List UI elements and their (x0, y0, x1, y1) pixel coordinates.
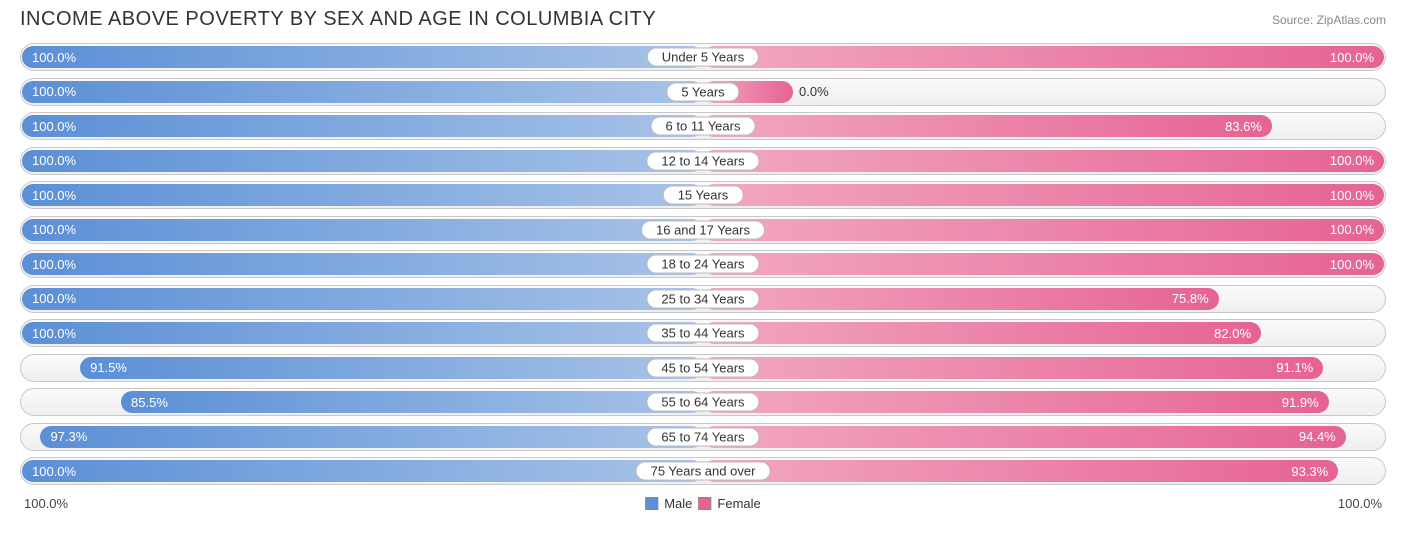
category-label: 75 Years and over (636, 462, 771, 481)
male-bar: 97.3% (40, 426, 703, 448)
chart-row: 100.0% 82.0% 35 to 44 Years (20, 319, 1386, 347)
axis-row: 100.0% Male Female 100.0% (0, 492, 1406, 511)
chart-area: 100.0% 100.0% Under 5 Years 100.0% 0.0% 5 Yea… (0, 43, 1406, 485)
male-bar: 100.0% (22, 288, 703, 310)
chart-row: 100.0% 75.8% 25 to 34 Years (20, 285, 1386, 313)
male-value-label: 100.0% (32, 326, 76, 341)
male-value-label: 100.0% (32, 119, 76, 134)
female-value-label: 91.1% (1276, 360, 1313, 375)
female-value-label: 82.0% (1214, 326, 1251, 341)
male-value-label: 100.0% (32, 50, 76, 65)
male-value-label: 100.0% (32, 84, 76, 99)
chart-title: INCOME ABOVE POVERTY BY SEX AND AGE IN C… (20, 8, 656, 31)
legend: Male Female (645, 496, 761, 511)
female-bar: 100.0% (703, 46, 1384, 68)
category-label: 65 to 74 Years (646, 427, 759, 446)
source-attribution: Source: ZipAtlas.com (1272, 13, 1386, 27)
category-label: 45 to 54 Years (646, 358, 759, 377)
female-bar: 93.3% (703, 460, 1338, 482)
female-bar: 100.0% (703, 184, 1384, 206)
chart-row: 100.0% 93.3% 75 Years and over (20, 457, 1386, 485)
category-label: 16 and 17 Years (641, 220, 765, 239)
chart-row: 100.0% 100.0% 18 to 24 Years (20, 250, 1386, 278)
legend-swatch-female (698, 497, 711, 510)
female-value-label: 100.0% (1330, 257, 1374, 272)
category-label: 25 to 34 Years (646, 289, 759, 308)
male-bar: 100.0% (22, 184, 703, 206)
female-bar: 91.1% (703, 357, 1323, 379)
female-bar: 94.4% (703, 426, 1346, 448)
category-label: 12 to 14 Years (646, 151, 759, 170)
male-bar: 100.0% (22, 219, 703, 241)
female-bar: 100.0% (703, 150, 1384, 172)
male-bar: 85.5% (121, 391, 703, 413)
chart-row: 100.0% 100.0% 15 Years (20, 181, 1386, 209)
category-label: 18 to 24 Years (646, 255, 759, 274)
female-value-label: 91.9% (1282, 395, 1319, 410)
female-bar: 82.0% (703, 322, 1261, 344)
female-bar: 83.6% (703, 115, 1272, 137)
female-bar: 100.0% (703, 253, 1384, 275)
category-label: Under 5 Years (647, 48, 759, 67)
female-bar: 91.9% (703, 391, 1329, 413)
male-value-label: 100.0% (32, 188, 76, 203)
male-value-label: 100.0% (32, 291, 76, 306)
category-label: 55 to 64 Years (646, 393, 759, 412)
male-value-label: 100.0% (32, 257, 76, 272)
female-value-label: 100.0% (1330, 50, 1374, 65)
male-value-label: 100.0% (32, 222, 76, 237)
female-value-label: 0.0% (799, 84, 829, 99)
female-value-label: 93.3% (1291, 464, 1328, 479)
chart-row: 100.0% 0.0% 5 Years (20, 78, 1386, 106)
category-label: 6 to 11 Years (651, 117, 756, 136)
chart-row: 100.0% 100.0% 12 to 14 Years (20, 147, 1386, 175)
category-label: 5 Years (666, 82, 739, 101)
female-value-label: 100.0% (1330, 222, 1374, 237)
male-bar: 100.0% (22, 150, 703, 172)
category-label: 15 Years (663, 186, 744, 205)
chart-row: 91.5% 91.1% 45 to 54 Years (20, 354, 1386, 382)
male-bar: 100.0% (22, 115, 703, 137)
chart-row: 100.0% 100.0% 16 and 17 Years (20, 216, 1386, 244)
chart-row: 85.5% 91.9% 55 to 64 Years (20, 388, 1386, 416)
legend-label-female: Female (717, 496, 760, 511)
male-value-label: 91.5% (90, 360, 127, 375)
category-label: 35 to 44 Years (646, 324, 759, 343)
axis-right-label: 100.0% (1338, 496, 1382, 511)
female-value-label: 83.6% (1225, 119, 1262, 134)
chart-row: 100.0% 83.6% 6 to 11 Years (20, 112, 1386, 140)
female-value-label: 100.0% (1330, 188, 1374, 203)
male-value-label: 97.3% (50, 429, 87, 444)
axis-left-label: 100.0% (24, 496, 68, 511)
female-value-label: 75.8% (1172, 291, 1209, 306)
chart-row: 100.0% 100.0% Under 5 Years (20, 43, 1386, 71)
male-bar: 91.5% (80, 357, 703, 379)
male-value-label: 100.0% (32, 464, 76, 479)
male-bar: 100.0% (22, 460, 703, 482)
chart-row: 97.3% 94.4% 65 to 74 Years (20, 423, 1386, 451)
male-bar: 100.0% (22, 253, 703, 275)
female-value-label: 100.0% (1330, 153, 1374, 168)
legend-label-male: Male (664, 496, 692, 511)
male-value-label: 85.5% (131, 395, 168, 410)
female-bar: 100.0% (703, 219, 1384, 241)
male-bar: 100.0% (22, 81, 703, 103)
male-bar: 100.0% (22, 46, 703, 68)
female-bar: 75.8% (703, 288, 1219, 310)
legend-swatch-male (645, 497, 658, 510)
male-bar: 100.0% (22, 322, 703, 344)
male-value-label: 100.0% (32, 153, 76, 168)
female-value-label: 94.4% (1299, 429, 1336, 444)
